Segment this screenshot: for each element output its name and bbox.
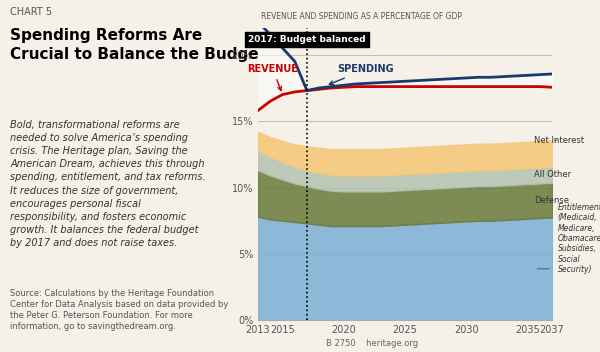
- Text: B 2750    heritage.org: B 2750 heritage.org: [326, 339, 418, 348]
- Text: REVENUE: REVENUE: [248, 64, 298, 90]
- Text: Source: Calculations by the Heritage Foundation
Center for Data Analysis based o: Source: Calculations by the Heritage Fou…: [10, 289, 229, 331]
- Text: CHART 5: CHART 5: [10, 7, 52, 17]
- Text: Spending Reforms Are
Crucial to Balance the Budget: Spending Reforms Are Crucial to Balance …: [10, 28, 266, 62]
- Text: Defense: Defense: [535, 196, 569, 205]
- Text: All Other: All Other: [535, 170, 571, 180]
- Text: Entitlements
(Medicaid,
Medicare,
Obamacare
Subsidies,
Social
Security): Entitlements (Medicaid, Medicare, Obamac…: [558, 203, 600, 274]
- Text: 2017: Budget balanced: 2017: Budget balanced: [248, 35, 366, 44]
- Text: REVENUE AND SPENDING AS A PERCENTAGE OF GDP: REVENUE AND SPENDING AS A PERCENTAGE OF …: [261, 12, 462, 21]
- Text: Net Interest: Net Interest: [535, 136, 584, 145]
- Text: Bold, transformational reforms are
needed to solve America’s spending
crisis. Th: Bold, transformational reforms are neede…: [10, 120, 206, 249]
- Text: SPENDING: SPENDING: [329, 64, 394, 84]
